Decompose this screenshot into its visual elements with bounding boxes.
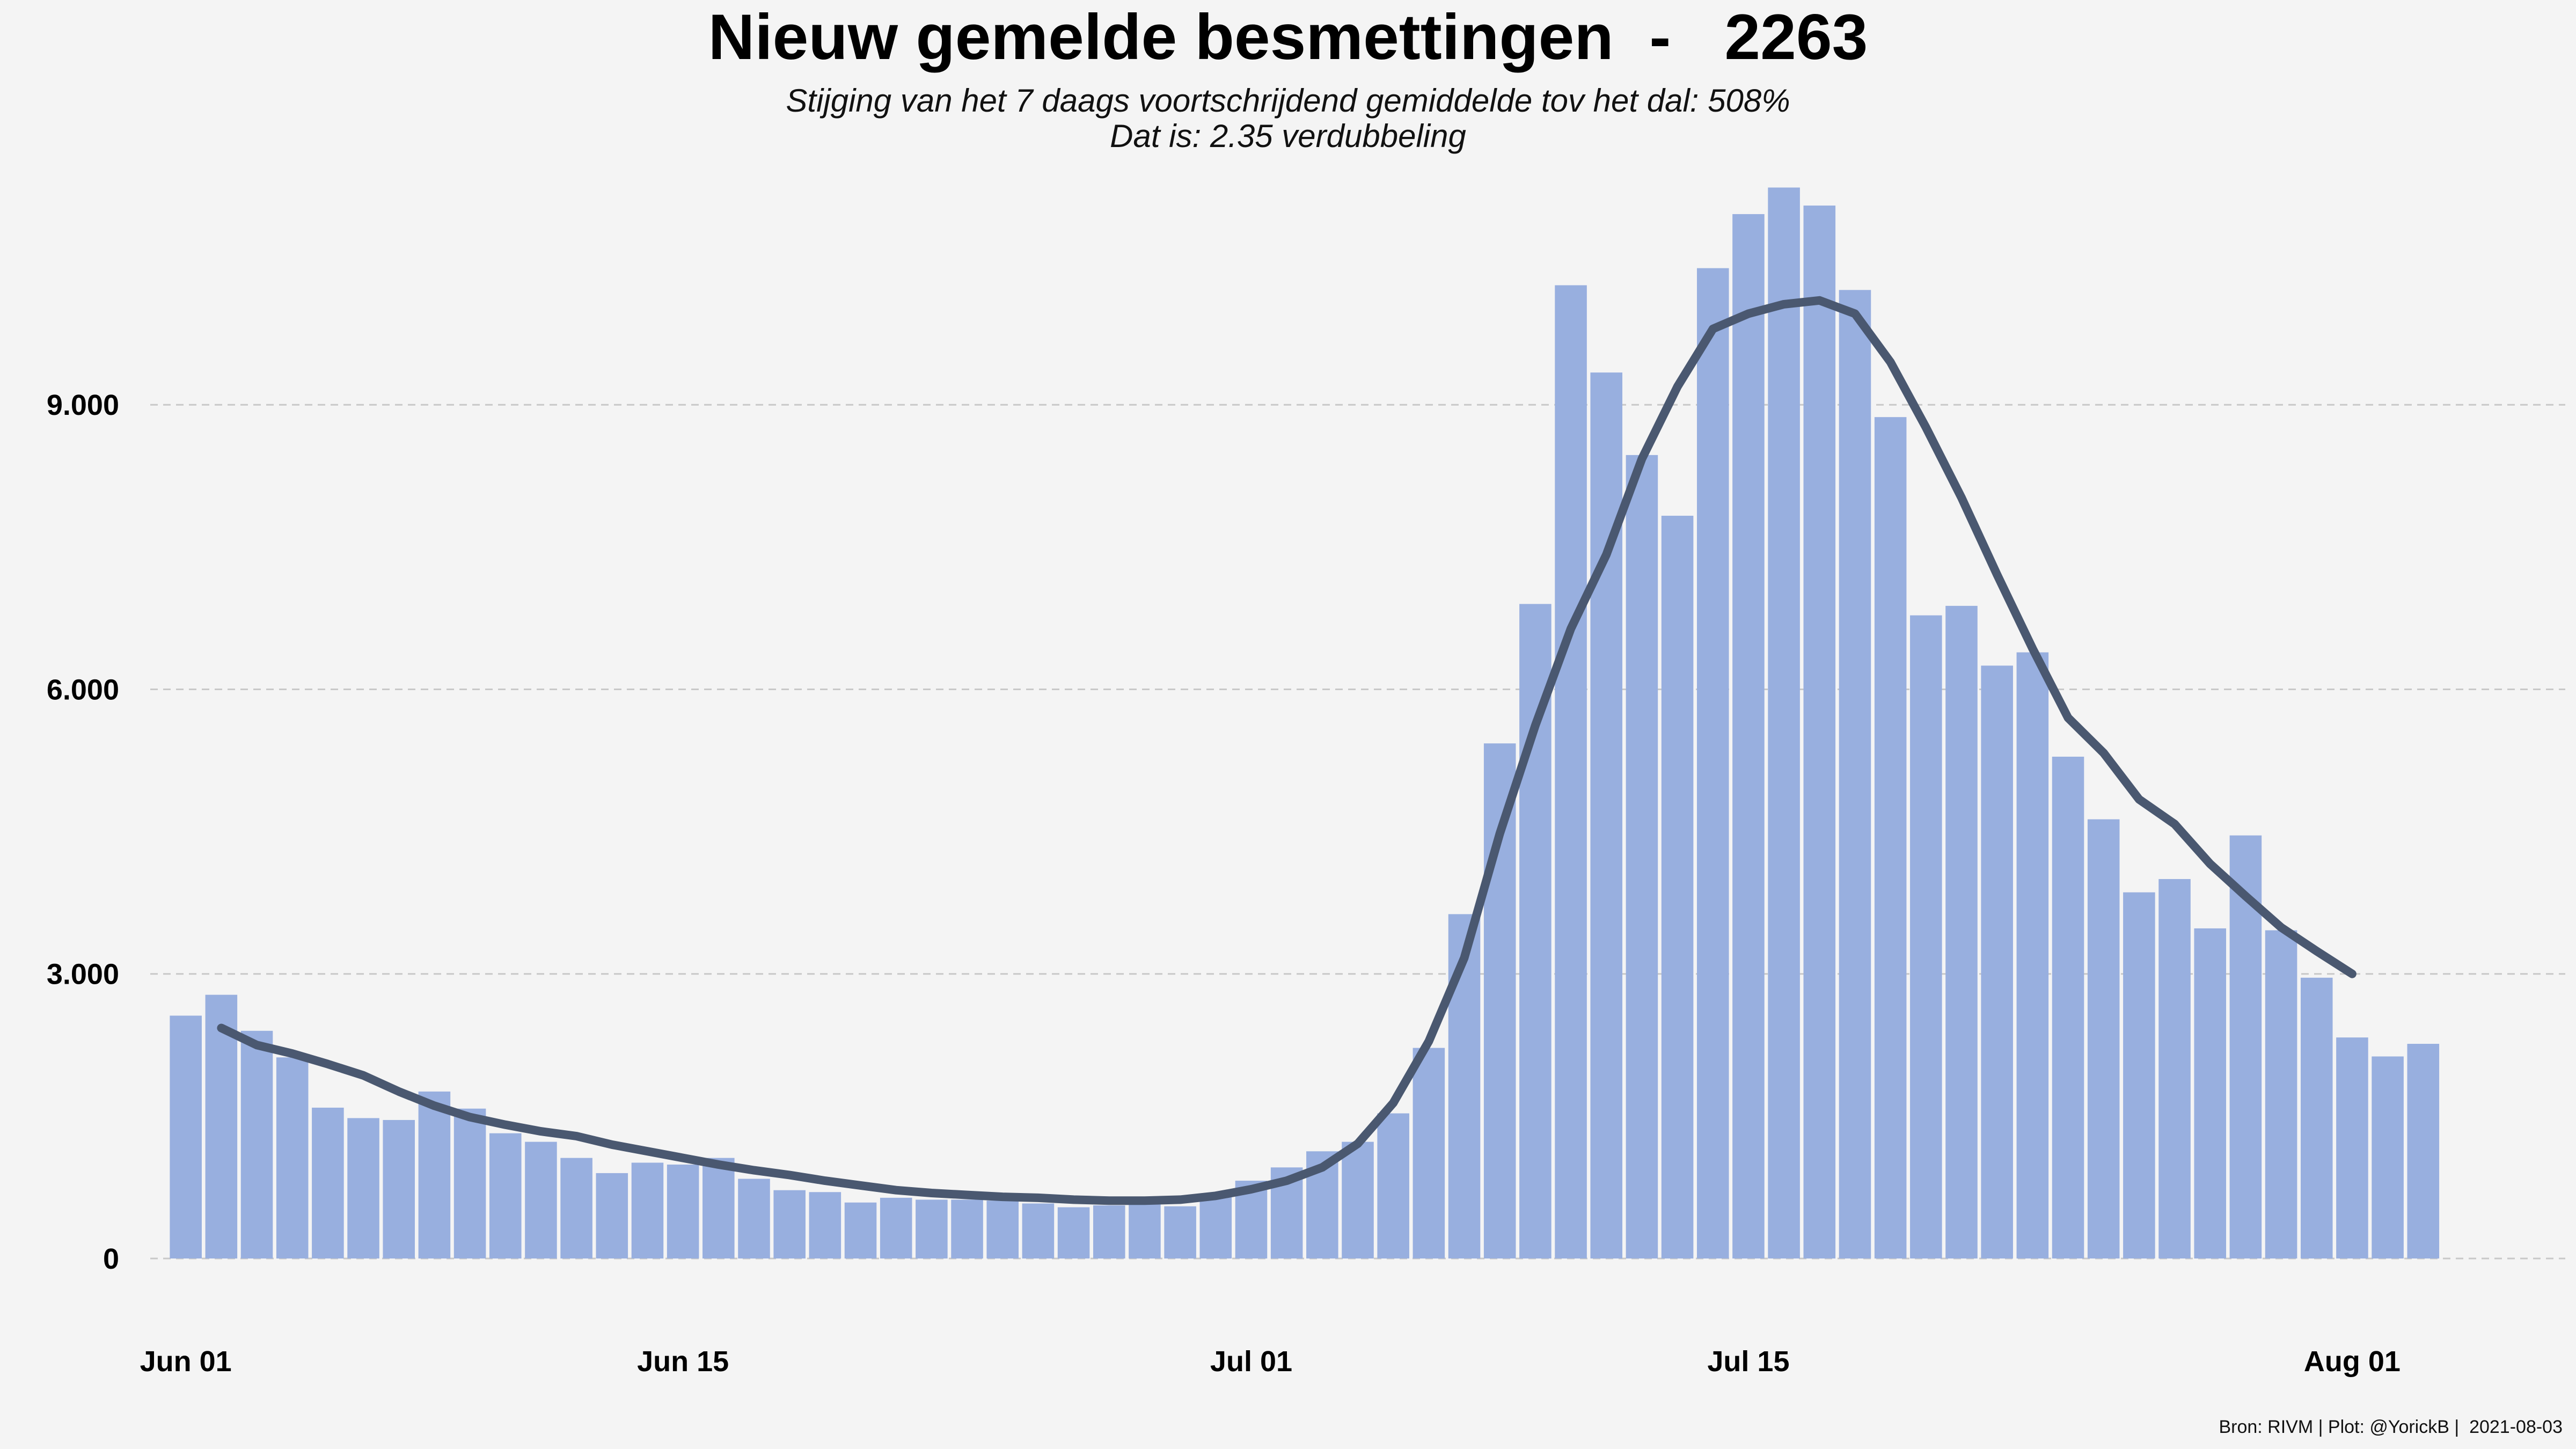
bar (809, 1192, 841, 1258)
bar (1590, 372, 1623, 1258)
bar (312, 1107, 344, 1258)
bar (1057, 1207, 1090, 1258)
bar (1981, 665, 2013, 1258)
bar (2407, 1044, 2440, 1258)
bar (702, 1158, 735, 1258)
bar (2372, 1056, 2404, 1258)
moving-average-series (217, 296, 2357, 1205)
bar (240, 1030, 273, 1258)
bar (1555, 285, 1587, 1258)
bar (1093, 1205, 1125, 1258)
bar (2300, 977, 2333, 1258)
bar (1377, 1113, 1409, 1258)
bar (1910, 615, 1942, 1258)
bar (1732, 214, 1765, 1258)
bar (418, 1091, 451, 1258)
y-axis-ticks: 0 3.000 6.000 9.000 (47, 389, 119, 1275)
bar (1022, 1203, 1055, 1258)
bar (2336, 1037, 2368, 1258)
bar (1164, 1206, 1196, 1258)
chart-subtitle-line-2: Dat is: 2.35 verdubbeling (1110, 118, 1466, 154)
bar (844, 1202, 877, 1258)
bar (880, 1197, 912, 1258)
bar (2194, 928, 2227, 1258)
bar (2158, 879, 2191, 1258)
x-tick-label: Jun 15 (637, 1345, 729, 1378)
bar (560, 1158, 592, 1258)
bar (1661, 516, 1694, 1258)
chart-subtitle-line-1: Stijging van het 7 daags voortschrijdend… (786, 83, 1790, 119)
bar (1626, 455, 1658, 1258)
x-axis-ticks: Jun 01 Jun 15 Jul 01 Jul 15 Aug 01 (140, 1345, 2401, 1378)
bar (170, 1015, 202, 1258)
y-tick-label: 0 (103, 1243, 119, 1275)
bar (276, 1057, 309, 1258)
bar (596, 1173, 628, 1258)
y-tick-label: 3.000 (47, 958, 119, 991)
x-tick-label: Jul 01 (1210, 1345, 1292, 1378)
bar (1945, 605, 1978, 1258)
bar (347, 1118, 379, 1258)
bar (1342, 1141, 1374, 1258)
bar (489, 1133, 522, 1258)
bar (2052, 756, 2084, 1258)
bar (1448, 914, 1481, 1258)
bar (2265, 930, 2297, 1258)
bar (631, 1162, 664, 1258)
bar (667, 1165, 699, 1258)
bar (986, 1201, 1019, 1258)
bar (1129, 1202, 1161, 1258)
bar (453, 1108, 486, 1258)
bar (1803, 206, 1836, 1258)
bar (1839, 290, 1871, 1259)
bar (525, 1141, 557, 1258)
bar (383, 1119, 415, 1258)
bar (2123, 892, 2155, 1258)
bar (2016, 652, 2049, 1258)
bar (1696, 268, 1729, 1258)
chart-title: Nieuw gemelde besmettingen - 2263 (708, 1, 1868, 73)
x-tick-label: Jul 15 (1707, 1345, 1789, 1378)
chart-caption: Bron: RIVM | Plot: @YorickB | 2021-08-03 (2219, 1417, 2563, 1437)
bar (2087, 819, 2120, 1258)
bar (773, 1190, 806, 1258)
bar-series (170, 187, 2440, 1259)
bar (738, 1179, 770, 1258)
bar (1413, 1048, 1445, 1258)
bar (951, 1199, 983, 1258)
bar (916, 1199, 948, 1258)
bar (1874, 417, 1907, 1258)
x-tick-label: Jun 01 (140, 1345, 232, 1378)
y-tick-label: 9.000 (47, 389, 119, 421)
moving-average-line (217, 296, 2357, 1205)
bar (205, 994, 238, 1258)
bar (1768, 187, 1800, 1258)
bar (1199, 1195, 1232, 1258)
x-tick-label: Aug 01 (2304, 1345, 2401, 1378)
y-tick-label: 6.000 (47, 674, 119, 706)
